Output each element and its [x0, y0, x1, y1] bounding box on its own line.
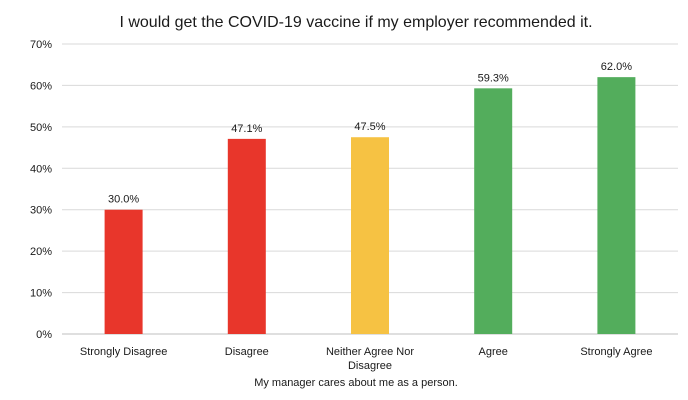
y-tick-label: 20% [30, 246, 52, 258]
data-label: 47.5% [354, 121, 385, 133]
data-label: 30.0% [108, 194, 139, 206]
y-tick-label: 60% [30, 80, 52, 92]
category-label: Strongly Agree [580, 346, 652, 358]
bar [474, 88, 513, 334]
category-label: Agree [479, 346, 508, 358]
category-label: Neither Agree Nor [326, 346, 414, 358]
y-tick-label: 30% [30, 205, 52, 217]
bars [104, 77, 636, 335]
category-label: Disagree [348, 360, 392, 372]
y-axis-ticks: 0% 10% 20% 30% 40% 50% 60% 70% [30, 39, 52, 341]
data-label: 47.1% [231, 123, 262, 135]
category-label: Strongly Disagree [80, 346, 167, 358]
bar [597, 77, 636, 335]
y-tick-label: 70% [30, 39, 52, 51]
bar [227, 138, 266, 334]
x-axis-categories: Strongly Disagree Disagree Neither Agree N… [80, 346, 653, 372]
x-axis-label: My manager cares about me as a person. [254, 377, 458, 389]
bar [351, 137, 389, 334]
data-label: 62.0% [601, 61, 632, 73]
y-tick-label: 40% [30, 163, 52, 175]
data-labels: 30.0% 47.1% 47.5% 59.3% 62.0% [108, 61, 632, 206]
y-tick-label: 0% [36, 329, 52, 341]
data-label: 59.3% [478, 72, 509, 84]
y-tick-label: 50% [30, 122, 52, 134]
category-label: Disagree [225, 346, 269, 358]
bar [104, 209, 143, 334]
y-tick-label: 10% [30, 288, 52, 300]
chart-title: I would get the COVID-19 vaccine if my e… [119, 14, 592, 31]
